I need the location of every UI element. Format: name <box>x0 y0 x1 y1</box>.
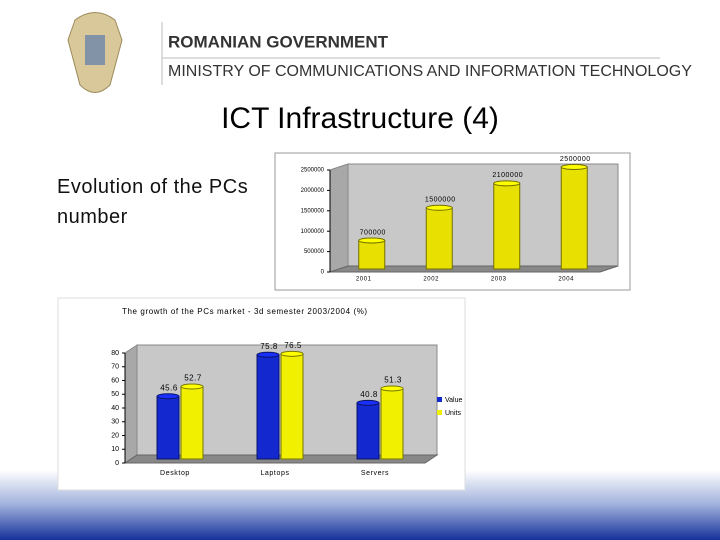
side-wall <box>124 344 138 464</box>
data-label: 40.8 <box>360 390 378 399</box>
bar <box>358 239 386 270</box>
bar <box>180 386 204 460</box>
x-tick-label: Laptops <box>260 470 289 477</box>
y-tick-label: 500000 <box>304 249 325 255</box>
y-tick-label: 40 <box>111 405 119 412</box>
chart-title: The growth of the PCs market - 3d semest… <box>122 307 368 316</box>
bar <box>256 354 280 460</box>
coat-of-arms <box>67 12 123 93</box>
bar-cap <box>358 237 386 244</box>
data-label: 52.7 <box>184 374 202 383</box>
y-tick-label: 70 <box>111 364 119 371</box>
x-tick-label: Desktop <box>160 470 190 477</box>
bar <box>493 182 521 270</box>
side-text: Evolution of the PCs number <box>57 176 249 228</box>
bar-cap <box>156 393 180 400</box>
y-tick-label: 0 <box>321 270 325 276</box>
legend-swatch <box>437 397 442 402</box>
bar <box>156 395 180 460</box>
x-tick-label: 2003 <box>491 277 507 283</box>
x-tick-label: 2004 <box>558 277 574 283</box>
x-tick-label: Servers <box>361 470 389 477</box>
bar-cap <box>256 351 280 358</box>
bar <box>356 402 380 460</box>
data-label: 2100000 <box>492 172 523 179</box>
y-tick-label: 0 <box>115 460 119 467</box>
floor <box>329 265 619 273</box>
bar-cap <box>380 385 404 392</box>
data-label: 2500000 <box>560 156 591 163</box>
y-tick-label: 2500000 <box>301 168 325 174</box>
y-tick-label: 1500000 <box>301 208 325 214</box>
y-tick-label: 30 <box>111 419 119 426</box>
y-tick-label: 80 <box>111 350 119 357</box>
data-label: 75.8 <box>260 342 278 351</box>
y-tick-label: 1000000 <box>301 229 325 235</box>
bar-cap <box>425 204 453 211</box>
bar-cap <box>180 383 204 390</box>
header-line: ROMANIAN GOVERNMENT <box>168 32 389 51</box>
data-label: 1500000 <box>425 197 456 204</box>
y-tick-label: 20 <box>111 432 119 439</box>
y-tick-label: 2000000 <box>301 188 325 194</box>
data-label: 45.6 <box>160 383 178 392</box>
data-label: 700000 <box>360 229 386 236</box>
slide-title: ICT Infrastructure (4) <box>221 102 499 135</box>
data-label: 76.5 <box>284 341 302 350</box>
bar-cap <box>560 164 588 170</box>
y-tick-label: 60 <box>111 377 119 384</box>
legend-swatch <box>437 410 442 415</box>
bar-cap <box>493 180 521 187</box>
y-tick-label: 10 <box>111 446 119 453</box>
bar <box>560 166 588 270</box>
y-tick-label: 50 <box>111 391 119 398</box>
data-label: 51.3 <box>384 376 402 385</box>
header-line: MINISTRY OF COMMUNICATIONS AND INFORMATI… <box>168 63 692 80</box>
bar-cap <box>356 399 380 406</box>
bar <box>425 207 453 270</box>
bar <box>380 387 404 460</box>
side-wall <box>329 163 349 273</box>
legend-label: Units <box>445 410 461 417</box>
x-tick-label: 2002 <box>423 277 439 283</box>
bar <box>280 353 304 460</box>
bar-cap <box>280 350 304 357</box>
legend-label: Value <box>445 397 462 404</box>
x-tick-label: 2001 <box>356 277 372 283</box>
